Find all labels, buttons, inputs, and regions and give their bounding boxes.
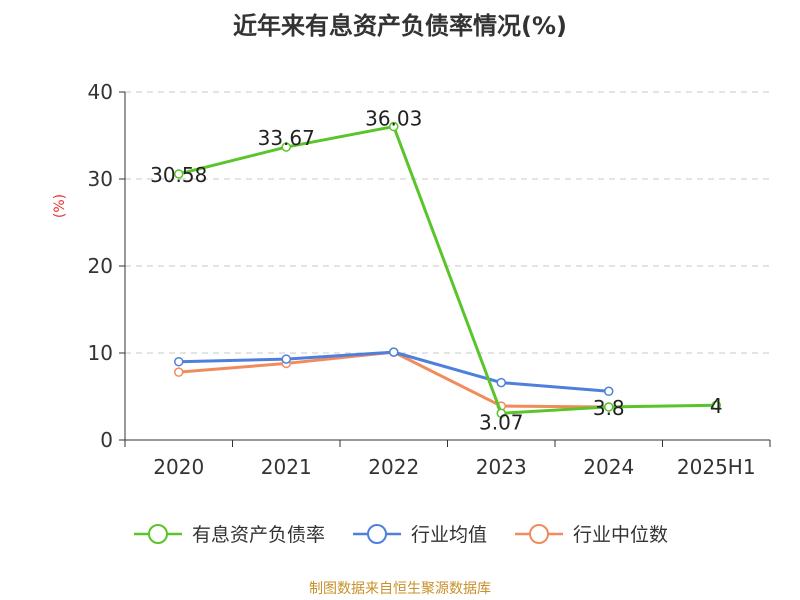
data-label: 4 bbox=[710, 394, 723, 418]
chart-title: 近年来有息资产负债率情况(%) bbox=[233, 12, 567, 40]
data-label: 33.67 bbox=[258, 126, 315, 150]
x-tick-label: 2023 bbox=[476, 455, 527, 479]
data-point bbox=[496, 408, 506, 419]
data-point bbox=[174, 367, 184, 377]
legend-marker-icon bbox=[515, 523, 563, 544]
legend-label: 行业均值 bbox=[410, 524, 487, 546]
data-label: 3.8 bbox=[593, 396, 625, 420]
legend: 有息资产负债率 行业均值 行业中位数 bbox=[0, 520, 800, 547]
x-tick-label: 2025H1 bbox=[677, 455, 756, 479]
legend-marker-icon bbox=[352, 523, 401, 544]
legend-label: 有息资产负债率 bbox=[191, 524, 325, 546]
x-tick-label: 2024 bbox=[583, 455, 634, 479]
data-point bbox=[174, 356, 184, 367]
y-tick-label: 30 bbox=[88, 167, 113, 191]
data-point bbox=[604, 402, 614, 412]
line-chart: (%) 0 10 20 30 40 2020 2021 2022 2023 2024 2025H1 30… bbox=[52, 80, 771, 479]
data-point bbox=[174, 169, 184, 179]
legend-item[interactable]: 行业中位数 bbox=[513, 520, 668, 547]
y-tick-label: 40 bbox=[88, 80, 113, 104]
x-tick-label: 2021 bbox=[261, 455, 312, 479]
y-tick-label: 10 bbox=[88, 341, 113, 365]
legend-item[interactable]: 行业均值 bbox=[351, 520, 487, 547]
series-line bbox=[178, 125, 717, 415]
data-point bbox=[389, 347, 399, 357]
legend-item[interactable]: 有息资产负债率 bbox=[132, 520, 325, 547]
x-tick-label: 2022 bbox=[368, 455, 419, 479]
data-point bbox=[604, 386, 614, 397]
x-tick-label: 2020 bbox=[153, 455, 204, 479]
data-label: 36.03 bbox=[365, 107, 422, 131]
data-point bbox=[711, 400, 721, 410]
y-axis-label: (%) bbox=[52, 194, 68, 218]
data-point bbox=[281, 354, 291, 364]
source-note: 制图数据来自恒生聚源数据库 bbox=[309, 581, 491, 597]
data-label: 30.58 bbox=[150, 163, 207, 187]
legend-marker-icon bbox=[133, 523, 182, 544]
data-point bbox=[496, 377, 506, 388]
y-tick-label: 0 bbox=[100, 428, 113, 452]
legend-label: 行业中位数 bbox=[573, 524, 669, 546]
data-label: 3.07 bbox=[479, 410, 524, 434]
y-tick-label: 20 bbox=[88, 254, 113, 278]
data-point bbox=[389, 121, 399, 132]
series-line bbox=[178, 350, 609, 393]
data-point bbox=[281, 142, 291, 152]
